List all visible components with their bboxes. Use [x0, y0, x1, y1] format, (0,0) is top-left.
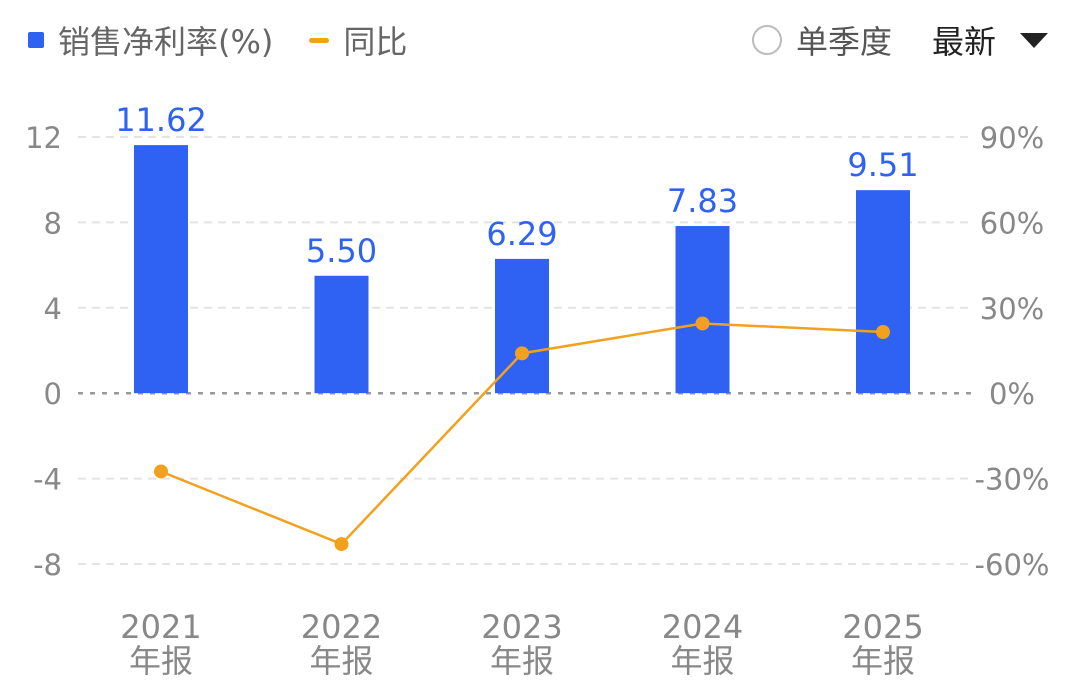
y-right-tick-label: -60%: [975, 548, 1050, 582]
y-right-tick-label: 0%: [989, 377, 1035, 411]
quarter-label[interactable]: 单季度: [795, 23, 892, 61]
bar-value-label: 9.51: [847, 146, 918, 184]
yoy-point: [695, 316, 710, 331]
bar: [675, 226, 730, 394]
y-left-tick-label: -4: [33, 463, 62, 497]
yoy-point: [515, 346, 529, 361]
yoy-point: [334, 537, 349, 552]
bar: [856, 190, 910, 394]
bar: [134, 145, 188, 394]
bar-value-label: 7.83: [667, 182, 738, 220]
chevron-down-icon[interactable]: [1020, 32, 1048, 48]
chart-controls: 单季度 最新: [751, 14, 1048, 66]
bar-value-label: 11.62: [115, 101, 207, 139]
legend: 销售净利率(%) 同比: [28, 14, 443, 66]
legend-label-yoy: 同比: [343, 23, 408, 61]
period-dropdown[interactable]: 最新: [932, 17, 1048, 63]
bar-value-label: 6.29: [486, 215, 557, 253]
quarter-radio[interactable]: [751, 25, 782, 55]
y-left-tick-label: 4: [44, 292, 62, 326]
x-tick-label-period: 年报: [309, 642, 373, 680]
legend-item-net-margin: 销售净利率(%): [28, 17, 273, 63]
x-tick-label-period: 年报: [670, 642, 734, 680]
x-tick-label-year: 2021: [120, 608, 201, 646]
y-right-tick-label: 30%: [980, 292, 1044, 326]
yoy-point: [154, 464, 168, 479]
x-tick-label-year: 2022: [301, 608, 382, 646]
x-tick-label-period: 年报: [129, 642, 193, 680]
y-left-tick-label: 12: [25, 121, 62, 155]
y-left-tick-label: -8: [33, 548, 62, 582]
y-right-tick-label: -30%: [975, 463, 1050, 497]
y-right-tick-label: 90%: [980, 121, 1044, 155]
x-tick-label-year: 2024: [662, 608, 743, 646]
legend-label-net-margin: 销售净利率(%): [58, 23, 274, 61]
legend-item-yoy: 同比: [309, 17, 407, 63]
x-tick-label-period: 年报: [851, 642, 915, 680]
bar-swatch-icon: [28, 32, 44, 48]
period-dropdown-label[interactable]: 最新: [931, 23, 996, 61]
x-tick-label-year: 2023: [481, 608, 562, 646]
yoy-point: [876, 324, 890, 339]
y-right-tick-label: 60%: [980, 206, 1044, 240]
line-swatch-icon: [309, 37, 330, 43]
y-left-tick-label: 8: [44, 206, 62, 240]
x-tick-label-year: 2025: [842, 608, 923, 646]
bar-value-label: 5.50: [306, 232, 377, 270]
x-tick-label-period: 年报: [490, 642, 554, 680]
y-left-tick-label: 0: [44, 377, 62, 411]
bar: [314, 275, 369, 394]
